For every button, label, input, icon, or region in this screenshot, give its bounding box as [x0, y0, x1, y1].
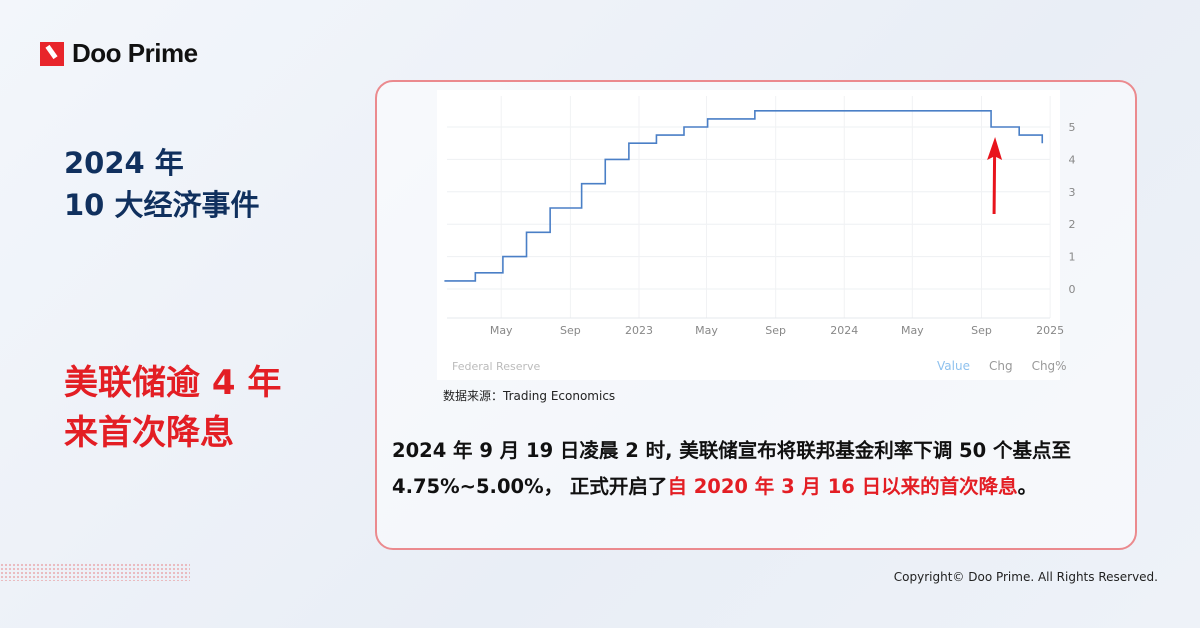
x-tick-label: Sep	[765, 324, 786, 337]
body-highlight: 自 2020 年 3 月 16 日以来的首次降息	[667, 475, 1018, 498]
tab-chg-pct[interactable]: Chg%	[1031, 359, 1067, 373]
red-arrow-icon	[987, 137, 1003, 214]
logo-mark-icon	[40, 41, 64, 66]
brand-name: Doo Prime	[72, 38, 198, 68]
x-tick-label: May	[490, 324, 513, 337]
x-tick-label: 2024	[830, 324, 858, 337]
brand-logo: Doo Prime	[40, 38, 198, 69]
data-source: 数据来源：Trading Economics	[443, 389, 616, 403]
headline: 2024 年 10 大经济事件	[64, 142, 259, 226]
headline-line2: 10 大经济事件	[64, 188, 260, 222]
y-tick-label: 0	[1069, 283, 1076, 296]
body-text: 2024 年 9 月 19 日凌晨 2 时, 美联储宣布将联邦基金利率下调 50…	[392, 433, 1122, 505]
topic-title: 美联储逾 4 年 来首次降息	[64, 358, 281, 458]
rate-line	[444, 110, 1044, 282]
x-tick-label: Sep	[971, 324, 992, 337]
y-tick-label: 1	[1069, 251, 1076, 264]
copyright: Copyright© Doo Prime. All Rights Reserve…	[893, 570, 1158, 584]
tab-value[interactable]: Value	[937, 359, 970, 373]
y-tick-label: 5	[1069, 121, 1076, 134]
y-tick-label: 4	[1069, 153, 1076, 166]
tab-chg[interactable]: Chg	[988, 359, 1013, 373]
chart-tabs: Value Chg Chg%	[937, 359, 1067, 373]
chart-background	[437, 90, 1060, 380]
x-tick-label: 2023	[625, 324, 653, 337]
decorative-dots	[0, 563, 190, 581]
chart-source-label: Federal Reserve	[452, 360, 541, 373]
body-part1: 2024 年 9 月 19 日凌晨 2 时, 美联储宣布将联邦基金利率下调 50…	[392, 439, 1071, 498]
headline-line1: 2024 年	[64, 146, 184, 180]
x-tick-label: May	[901, 324, 924, 337]
x-tick-label: May	[695, 324, 718, 337]
topic-line2: 来首次降息	[64, 413, 234, 453]
body-part3: 。	[1017, 475, 1038, 498]
topic-line1: 美联储逾 4 年	[64, 363, 282, 403]
y-tick-label: 3	[1069, 186, 1076, 199]
x-tick-label: Sep	[560, 324, 581, 337]
x-tick-label: 2025	[1036, 324, 1064, 337]
y-tick-label: 2	[1069, 218, 1076, 231]
